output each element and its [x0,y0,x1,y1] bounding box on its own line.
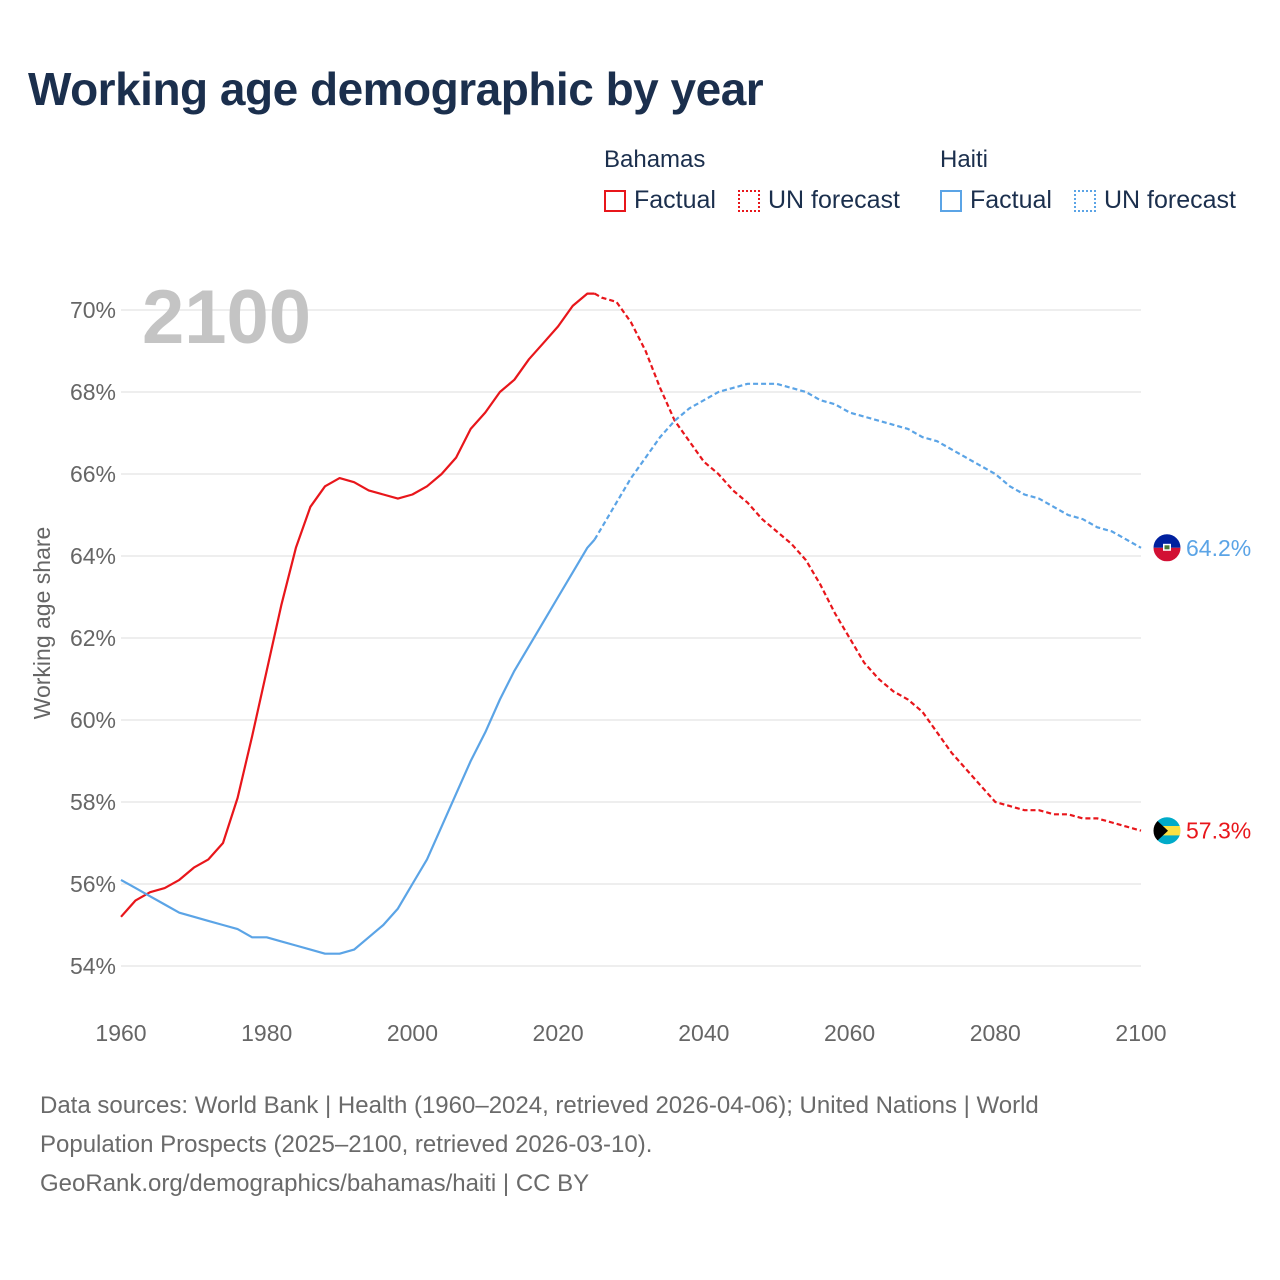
x-tick-label: 2080 [970,1020,1021,1046]
legend-haiti-factual-swatch [940,189,962,212]
sources-line-1: Data sources: World Bank | Health (1960–… [40,1092,1039,1119]
bahamas-factual-line [120,292,595,918]
bahamas-flag-icon [1152,816,1182,846]
legend-bahamas-factual-label: Factual [634,186,716,214]
legend-group-bahamas: Bahamas [604,146,706,173]
bahamas-end-label: 57.3% [1186,818,1251,844]
bahamas-forecast-line [594,292,1142,832]
y-tick-label: 66% [70,461,116,487]
y-tick-label: 68% [70,379,116,405]
series-lines [120,292,1142,955]
haiti-forecast-line [593,382,1142,549]
y-tick-label: 62% [70,625,116,651]
y-tick-label: 70% [70,297,116,323]
legend-bahamas-factual[interactable]: Factual [604,186,716,215]
y-tick-label: 64% [70,543,116,569]
legend-bahamas-forecast[interactable]: UN forecast [738,186,900,215]
x-tick-label: 1960 [95,1020,146,1046]
legend-bahamas-factual-swatch [604,189,626,212]
x-tick-label: 2060 [824,1020,875,1046]
x-tick-label: 1980 [241,1020,292,1046]
legend-bahamas-forecast-label: UN forecast [768,186,900,214]
legend-haiti-forecast-label: UN forecast [1104,186,1236,214]
gridlines [121,309,1141,967]
haiti-flag-icon [1152,533,1182,563]
x-tick-label: 2100 [1115,1020,1166,1046]
haiti-end-label: 64.2% [1186,535,1251,561]
y-axis-ticks: 54% 56% 58% 60% 62% 64% 66% 68% 70% [70,297,116,979]
sources-line-3[interactable]: GeoRank.org/demographics/bahamas/haiti |… [40,1170,590,1197]
data-sources: Data sources: World Bank | Health (1960–… [40,1086,1220,1203]
legend-bahamas-forecast-swatch [738,189,760,212]
legend-group-haiti: Haiti [940,146,989,173]
legend-haiti-factual[interactable]: Factual [940,186,1052,215]
year-watermark: 2100 [142,275,311,360]
legend-haiti-forecast-swatch [1074,189,1096,212]
x-tick-label: 2040 [678,1020,729,1046]
legend-haiti-forecast[interactable]: UN forecast [1074,186,1236,215]
legend-haiti-factual-label: Factual [970,186,1052,214]
chart-title: Working age demographic by year [28,63,764,115]
haiti-factual-line [120,538,596,955]
y-tick-label: 60% [70,707,116,733]
end-labels: 57.3% 64.2% [1152,533,1251,846]
y-tick-label: 56% [70,871,116,897]
y-axis-label: Working age share [29,527,55,720]
x-tick-label: 2000 [387,1020,438,1046]
y-tick-label: 54% [70,953,116,979]
sources-line-2: Population Prospects (2025–2100, retriev… [40,1131,653,1158]
x-axis-ticks: 1960 1980 2000 2020 2040 2060 2080 2100 [95,1020,1166,1046]
x-tick-label: 2020 [533,1020,584,1046]
y-tick-label: 58% [70,789,116,815]
